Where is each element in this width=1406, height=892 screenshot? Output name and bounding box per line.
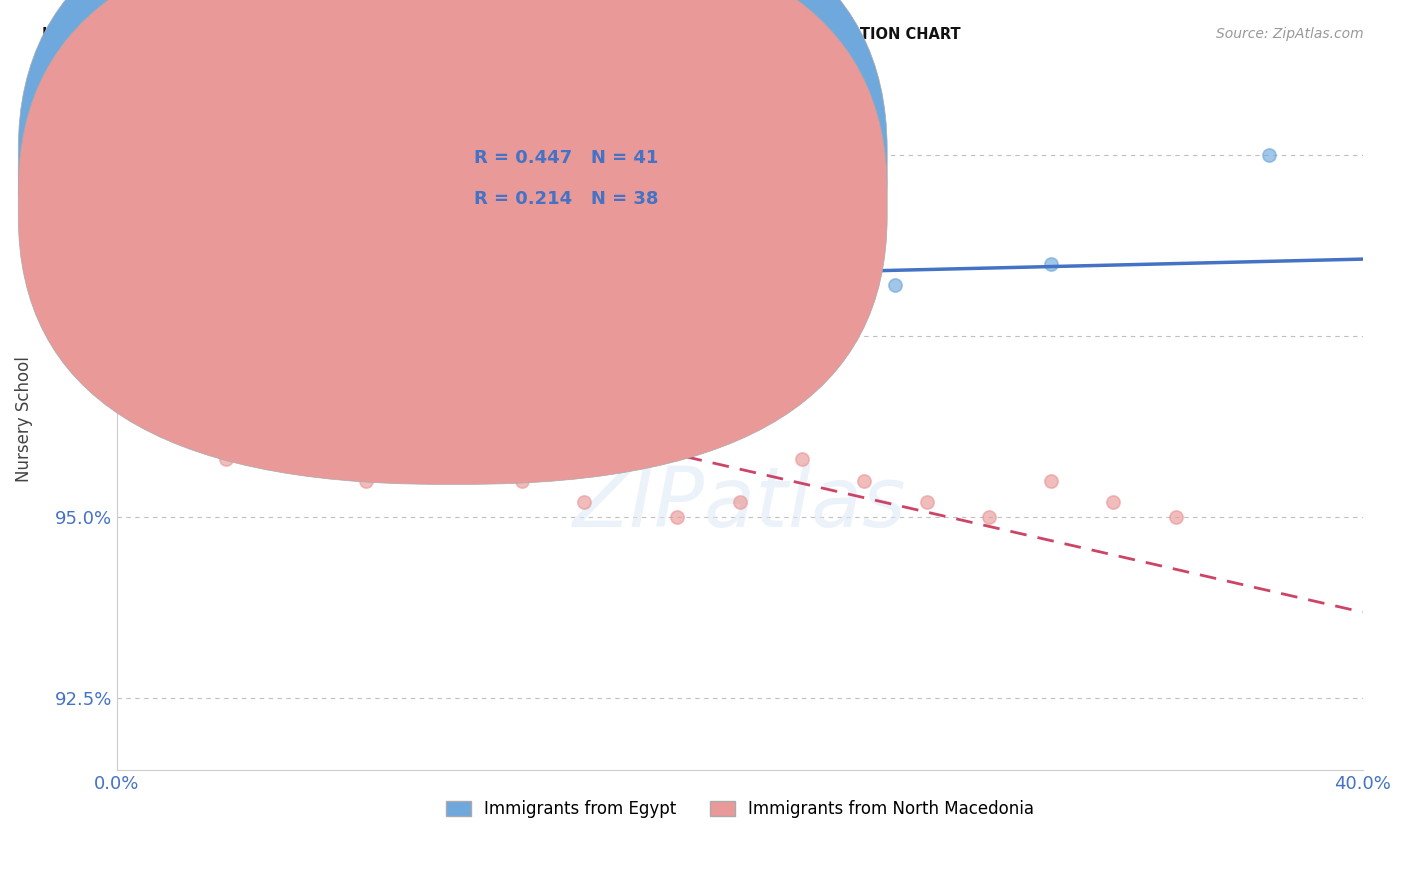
Point [143,307,166,321]
Point [162,307,184,321]
Point [277,401,299,416]
Point [215,452,238,467]
Text: R = 0.447   N = 41: R = 0.447 N = 41 [474,149,658,167]
Point [200,437,222,451]
Point [541,329,564,343]
Point [184,257,207,271]
Text: Source: ZipAtlas.com: Source: ZipAtlas.com [1216,27,1364,41]
Point [1258,148,1281,162]
Point [246,365,269,379]
Point [205,278,228,293]
Point [184,401,207,416]
Point [149,293,172,307]
Point [174,235,197,249]
Legend: Immigrants from Egypt, Immigrants from North Macedonia: Immigrants from Egypt, Immigrants from N… [439,794,1040,825]
Point [162,423,184,437]
Point [977,509,1000,524]
Point [159,278,181,293]
Point [697,307,720,321]
Point [136,271,159,285]
Point [1040,257,1063,271]
Point [115,185,138,199]
Point [134,206,156,220]
Point [277,307,299,321]
Point [149,257,172,271]
Point [156,307,179,321]
Point [121,293,143,307]
Text: IMMIGRANTS FROM EGYPT VS IMMIGRANTS FROM NORTH MACEDONIA NURSERY SCHOOL CORRELAT: IMMIGRANTS FROM EGYPT VS IMMIGRANTS FROM… [42,27,960,42]
Point [108,235,131,249]
Point [128,329,150,343]
Point [115,185,138,199]
Point [172,351,194,365]
Point [224,329,246,343]
Point [141,380,163,394]
Point [152,307,174,321]
Point [118,257,141,271]
Point [1164,509,1187,524]
Point [1040,474,1063,488]
Point [728,495,751,509]
Point [853,474,876,488]
Point [143,351,166,365]
Point [152,401,174,416]
Point [200,365,222,379]
Point [915,495,938,509]
Point [134,220,156,235]
Point [108,206,131,220]
Point [190,329,212,343]
Point [167,293,190,307]
Point [666,509,689,524]
Point [418,452,440,467]
Point [572,495,595,509]
Point [146,220,169,235]
Point [246,343,269,358]
Point [354,474,377,488]
Point [387,329,409,343]
Point [112,220,135,235]
Point [449,307,471,321]
Point [636,278,658,293]
Point [112,220,135,235]
Text: R = 0.214   N = 38: R = 0.214 N = 38 [474,190,658,208]
Point [339,307,361,321]
Point [124,213,146,227]
Point [167,329,190,343]
Point [790,452,813,467]
Point [790,257,813,271]
Y-axis label: Nursery School: Nursery School [15,356,32,483]
Point [141,192,163,206]
Point [124,235,146,249]
Point [308,293,330,307]
Point [174,380,197,394]
Point [136,257,159,271]
Text: ZIPatlas: ZIPatlas [574,463,907,544]
Point [118,257,141,271]
Point [136,329,159,343]
Point [121,213,143,227]
Point [131,242,153,256]
Point [128,307,150,321]
Point [121,199,143,213]
Point [1102,495,1125,509]
Point [510,474,533,488]
Point [136,351,159,365]
Point [323,452,346,467]
Point [156,365,179,379]
Point [131,293,153,307]
Point [884,278,907,293]
